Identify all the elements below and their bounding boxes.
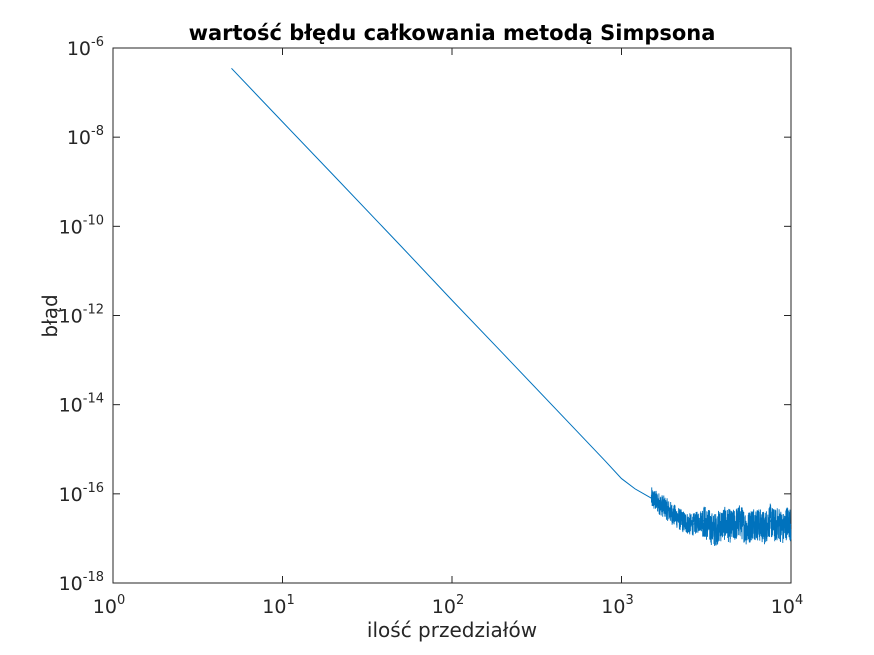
y-tick-base: 10 bbox=[67, 127, 91, 149]
x-tick-base: 10 bbox=[432, 596, 456, 618]
y-tick-label: 10-18 bbox=[59, 570, 104, 595]
x-tick-exponent: 3 bbox=[625, 593, 633, 608]
y-tick-base: 10 bbox=[59, 573, 83, 595]
y-tick-base: 10 bbox=[59, 484, 83, 506]
y-tick-label: 10-10 bbox=[59, 213, 104, 238]
x-tick-label: 104 bbox=[771, 593, 803, 618]
y-tick-exponent: -12 bbox=[83, 303, 104, 318]
y-tick-label: 10-6 bbox=[67, 35, 104, 60]
x-tick-label: 102 bbox=[432, 593, 464, 618]
y-tick-label: 10-16 bbox=[59, 481, 104, 506]
y-tick-base: 10 bbox=[59, 395, 83, 417]
y-tick-label: 10-14 bbox=[59, 392, 104, 417]
x-tick-base: 10 bbox=[262, 596, 286, 618]
tick-marks bbox=[112, 47, 792, 584]
series-line bbox=[231, 67, 792, 532]
y-tick-base: 10 bbox=[59, 306, 83, 328]
y-tick-exponent: -18 bbox=[83, 570, 104, 585]
x-tick-exponent: 4 bbox=[795, 593, 803, 608]
y-tick-exponent: -14 bbox=[83, 392, 104, 407]
y-tick-base: 10 bbox=[59, 216, 83, 238]
y-tick-exponent: -8 bbox=[91, 124, 104, 139]
x-tick-exponent: 1 bbox=[286, 593, 294, 608]
y-tick-label: 10-8 bbox=[67, 124, 104, 149]
y-axis-label: błąd bbox=[38, 294, 62, 337]
y-tick-base: 10 bbox=[67, 38, 91, 60]
y-tick-label: 10-12 bbox=[59, 303, 104, 328]
x-tick-base: 10 bbox=[601, 596, 625, 618]
y-tick-exponent: -16 bbox=[83, 481, 104, 496]
x-tick-label: 103 bbox=[601, 593, 633, 618]
y-tick-exponent: -10 bbox=[83, 213, 104, 228]
noise-line bbox=[650, 487, 792, 546]
x-axis-label: ilość przedziałów bbox=[367, 618, 537, 642]
x-tick-exponent: 2 bbox=[456, 593, 464, 608]
chart-title: wartość błędu całkowania metodą Simpsona bbox=[189, 21, 716, 45]
x-tick-labels: 100 101 102 103 104 bbox=[93, 593, 803, 618]
x-tick-label: 100 bbox=[93, 593, 125, 618]
x-tick-exponent: 0 bbox=[117, 593, 125, 608]
plot-area bbox=[112, 47, 792, 584]
noise-band bbox=[650, 487, 792, 546]
y-tick-exponent: -6 bbox=[91, 35, 104, 50]
x-tick-base: 10 bbox=[93, 596, 117, 618]
x-tick-label: 101 bbox=[262, 593, 294, 618]
x-tick-base: 10 bbox=[771, 596, 795, 618]
